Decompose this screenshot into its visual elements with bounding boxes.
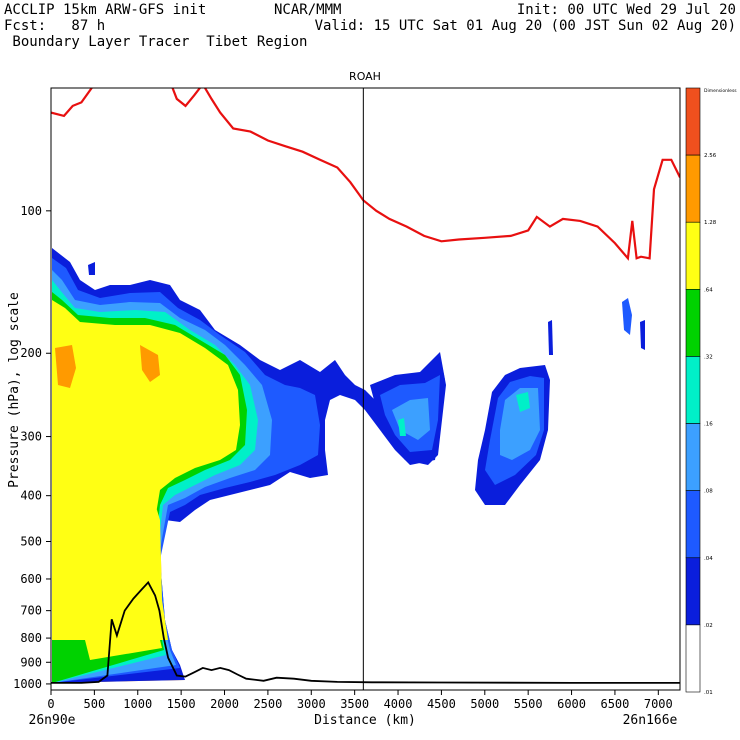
x-start-label: 26n90e	[29, 713, 76, 728]
colorbar-label: .64	[704, 287, 713, 293]
y-tick-label: 400	[20, 489, 42, 503]
tracer-blob-4	[640, 320, 645, 350]
y-tick-label: 100	[20, 204, 42, 218]
x-axis: 0 500 1000 1500 2000 2500 3000 3500 4000 4500 5000…	[47, 690, 673, 711]
colorbar-label: .32	[704, 354, 713, 360]
y-tick-label: 300	[20, 430, 42, 444]
init-time: Init: 00 UTC Wed 29 Jul 20	[516, 2, 736, 18]
forecast-hour: Fcst: 87 h	[4, 18, 106, 34]
x-tick-label: 4000	[384, 697, 413, 711]
x-tick-label: 6500	[600, 697, 629, 711]
tracer-blob-cyan-2	[516, 392, 530, 412]
colorbar-label: .08	[704, 489, 713, 495]
plot-frame	[50, 87, 681, 691]
x-tick-label: 1500	[167, 697, 196, 711]
center-label: NCAR/MMM	[274, 2, 342, 18]
colorbar-label: 2.56	[704, 153, 717, 159]
tracer-blob-cyan-1	[398, 418, 406, 436]
tracer-blob-3	[622, 298, 632, 335]
colorbar-swatch	[685, 624, 701, 693]
chart-title: ROAH	[349, 70, 381, 83]
y-tick-label: 1000	[13, 677, 42, 691]
colorbar-label: 1.28	[704, 220, 717, 226]
x-tick-label: 6000	[557, 697, 586, 711]
field-title: Boundary Layer Tracer Tibet Region	[4, 34, 308, 50]
x-tick-label: 3000	[297, 697, 326, 711]
colorbar-swatch	[685, 289, 701, 357]
x-tick-label: 0	[47, 697, 54, 711]
x-tick-label: 5500	[514, 697, 543, 711]
y-axis-label: Pressure (hPa), log scale	[7, 292, 22, 488]
x-tick-label: 7000	[644, 697, 673, 711]
line-series	[51, 88, 680, 684]
x-tick-label: 5000	[470, 697, 499, 711]
y-tick-label: 200	[20, 346, 42, 360]
colorbar-label: .16	[704, 422, 713, 428]
tracer-blob-5	[548, 320, 553, 355]
tracer-contour-yellow-low	[52, 500, 100, 640]
tracer-shading	[52, 248, 645, 683]
y-tick-label: 500	[20, 535, 42, 549]
colorbar-swatch	[685, 490, 701, 559]
y-tick-label: 900	[20, 655, 42, 669]
y-axis: 100 200 300 400 500 600 700 800 900 1000	[13, 204, 51, 691]
valid-time: Valid: 15 UTC Sat 01 Aug 20 (00 JST Sun …	[314, 18, 736, 34]
colorbar-label: .02	[704, 623, 713, 629]
colorbar-swatch	[685, 221, 701, 290]
colorbar-label: Dimensionless	[704, 88, 737, 94]
tracer-contour-orange-upper	[55, 345, 76, 388]
colorbar-swatch	[685, 557, 701, 626]
y-tick-label: 800	[20, 631, 42, 645]
x-end-label: 26n166e	[623, 713, 678, 728]
x-tick-label: 1000	[123, 697, 152, 711]
terrain-line	[51, 580, 680, 684]
tracer-contour-orange-mid	[140, 345, 160, 382]
x-tick-label: 2000	[210, 697, 239, 711]
x-tick-label: 500	[84, 697, 106, 711]
model-title: ACCLIP 15km ARW-GFS init	[4, 2, 207, 18]
tropopause-line	[51, 88, 680, 261]
colorbar-swatch	[685, 356, 701, 424]
colorbar-label: .01	[704, 690, 713, 696]
colorbar-label: .04	[704, 556, 713, 562]
colorbar: Dimensionless 2.56 1.28 .64 .32 .16 .08 .04 .02.…	[685, 87, 737, 696]
colorbar-swatch	[685, 154, 701, 223]
x-tick-label: 3500	[340, 697, 369, 711]
y-tick-label: 600	[20, 572, 42, 586]
x-tick-label: 2500	[253, 697, 282, 711]
x-tick-label: 4500	[427, 697, 456, 711]
x-axis-label: Distance (km)	[314, 713, 416, 728]
tracer-contour-yellow	[52, 300, 240, 660]
colorbar-swatch	[685, 423, 701, 491]
tracer-blob-light-2	[500, 388, 540, 460]
y-tick-label: 700	[20, 604, 42, 618]
colorbar-swatch	[685, 87, 701, 156]
tracer-blob-6	[88, 262, 95, 275]
